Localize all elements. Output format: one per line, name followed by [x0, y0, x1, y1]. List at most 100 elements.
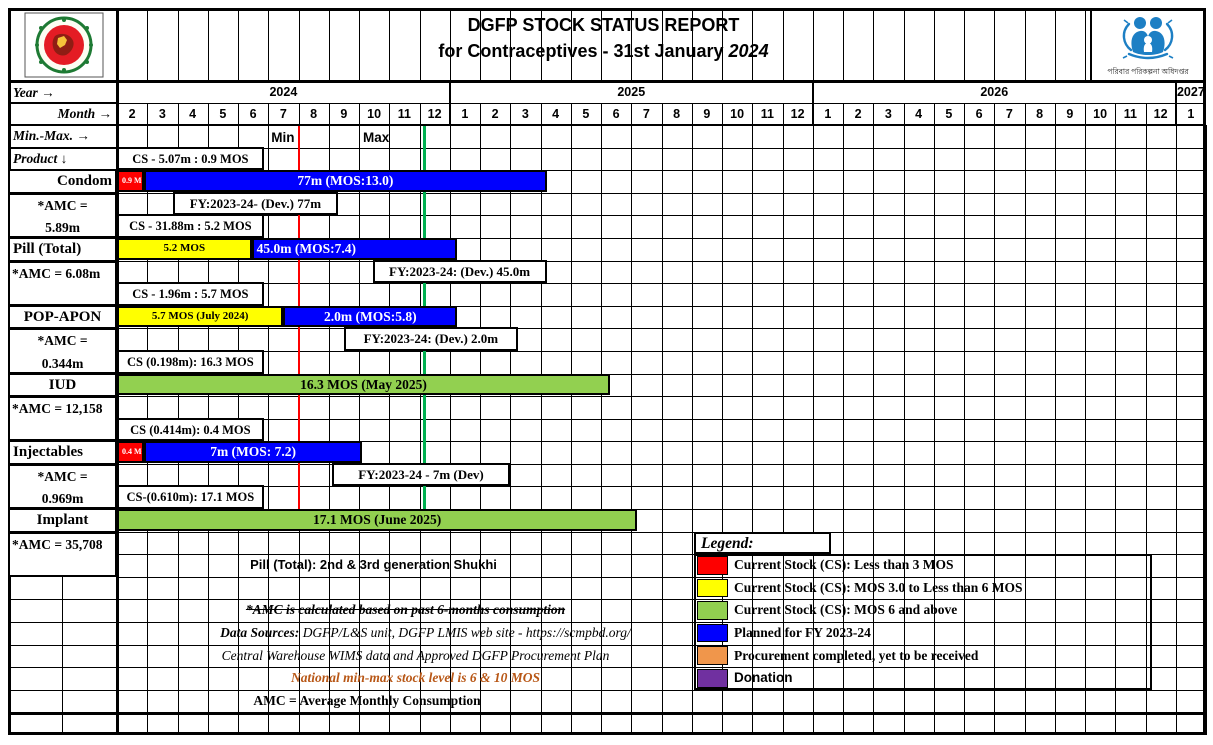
- month-cell: 2: [128, 107, 136, 121]
- grid-vline: [1145, 125, 1147, 735]
- stock-bar: 0.4 MOS: [117, 441, 145, 463]
- grid-vline: [994, 125, 996, 735]
- month-cell: 11: [397, 107, 411, 121]
- grid-vline: [570, 103, 572, 125]
- month-cell: 9: [703, 107, 711, 121]
- grid-vline: [873, 125, 875, 735]
- grid-hline: [117, 373, 1206, 375]
- month-cell: 4: [915, 107, 923, 121]
- grid-vline: [933, 10, 935, 80]
- bangladesh-emblem-icon: [24, 12, 104, 78]
- month-cell: 8: [1036, 107, 1044, 121]
- left-column-rule: [116, 8, 119, 735]
- month-cell: 6: [975, 107, 983, 121]
- grid-hline: [117, 486, 1206, 488]
- month-cell: 11: [760, 107, 774, 121]
- grid-hline: [117, 644, 1206, 646]
- grid-vline: [661, 125, 663, 735]
- amc-cell: *AMC = 0.969m: [8, 463, 117, 510]
- month-cell: 7: [1005, 107, 1013, 121]
- grid-vline: [389, 103, 391, 125]
- year-cell: 2024: [269, 85, 298, 99]
- grid-hline: [117, 554, 1206, 556]
- legend-item-label: Current Stock (CS): Less than 3 MOS: [734, 557, 954, 573]
- cs-note-box: CS (0.414m): 0.4 MOS: [117, 417, 264, 442]
- grid-vline: [540, 10, 542, 80]
- note-text-bold: AMC = Average Monthly Consumption: [253, 692, 481, 708]
- stock-bar: 2.0m (MOS:5.8): [283, 305, 458, 328]
- grid-vline: [1175, 125, 1177, 735]
- grid-vline: [1024, 10, 1026, 80]
- legend-item-label: Procurement completed, yet to be receive…: [734, 647, 979, 663]
- grid-vline: [1085, 103, 1086, 125]
- stock-bar: 5.2 MOS: [117, 237, 252, 260]
- grid-hline: [117, 418, 1206, 420]
- grid-vline: [207, 10, 209, 80]
- note-text-pill: Pill (Total): 2nd & 3rd generation Shukh…: [250, 557, 497, 573]
- month-cell: 8: [310, 107, 318, 121]
- legend-swatch-1: [697, 578, 728, 598]
- grid-vline: [843, 103, 844, 125]
- product-name-cell: Implant: [8, 508, 117, 533]
- grid-hline: [117, 305, 1206, 307]
- grid-vline: [994, 103, 996, 125]
- grid-vline: [298, 10, 300, 80]
- legend-swatch-5: [697, 669, 728, 688]
- note-text-italic: Central Warehouse WIMS data and Approved…: [221, 647, 610, 663]
- month-cell: 10: [1093, 107, 1108, 121]
- year-cell: 2026: [980, 85, 1009, 99]
- grid-vline: [238, 10, 239, 80]
- product-name-cell: Pill (Total): [8, 236, 117, 262]
- grid-vline: [389, 125, 391, 735]
- grid-vline: [812, 10, 814, 80]
- grid-vline: [782, 125, 784, 735]
- grid-vline: [510, 10, 512, 80]
- month-cell: 12: [427, 107, 442, 121]
- fy-plan-note-box: FY:2023-24: (Dev.) 2.0m: [343, 327, 518, 351]
- grid-vline: [540, 125, 542, 735]
- legend-swatch-0: [697, 556, 728, 575]
- grid-vline: [843, 10, 844, 80]
- grid-hline: [117, 283, 1206, 285]
- grid-vline: [691, 10, 693, 80]
- cs-note-box: CS (0.198m): 16.3 MOS: [117, 349, 264, 374]
- grid-vline: [1054, 10, 1056, 80]
- grid-hline: [117, 622, 1206, 624]
- grid-vline: [752, 103, 754, 125]
- bangladesh-emblem-logo: [14, 12, 114, 78]
- month-cell: 12: [790, 107, 805, 121]
- month-cell: 4: [189, 107, 197, 121]
- grid-vline: [782, 10, 784, 80]
- grid-hline: [117, 328, 1206, 330]
- grid-vline: [631, 10, 633, 80]
- grid-vline: [359, 103, 360, 125]
- cs-note-box: CS - 1.96m : 5.7 MOS: [117, 282, 264, 306]
- month-cell: 2: [854, 107, 862, 121]
- grid-vline: [1115, 125, 1117, 735]
- cs-note-box: CS - 31.88m : 5.2 MOS: [117, 214, 264, 238]
- grid-vline: [722, 125, 723, 735]
- grid-hline: [117, 396, 1206, 398]
- grid-hline: [117, 237, 1206, 239]
- month-cell: 7: [642, 107, 650, 121]
- product-name-cell: POP-APON: [8, 304, 117, 330]
- month-cell: 10: [730, 107, 745, 121]
- stock-bar: 7m (MOS: 7.2): [144, 441, 363, 463]
- product-name-cell: IUD: [8, 372, 117, 398]
- grid-vline: [238, 103, 239, 125]
- family-planning-emblem-icon: [1122, 17, 1174, 60]
- month-cell: 6: [612, 107, 620, 121]
- grid-vline: [1206, 125, 1207, 735]
- legend-box: [694, 554, 1152, 690]
- family-planning-logo: পরিবার পরিকল্পনা অধিদপ্তর: [1093, 10, 1203, 80]
- grid-vline: [1115, 103, 1117, 125]
- year-cell: 2027: [1176, 85, 1205, 99]
- grid-hline: [117, 192, 1206, 194]
- month-cell: 3: [158, 107, 166, 121]
- grid-vline: [661, 103, 663, 125]
- fy-plan-note-box: FY:2023-24 - 7m (Dev): [331, 462, 511, 487]
- grid-vline: [903, 103, 905, 125]
- month-cell: 1: [1187, 107, 1195, 121]
- grid-vline: [1024, 125, 1026, 735]
- grid-hline: [117, 509, 1206, 511]
